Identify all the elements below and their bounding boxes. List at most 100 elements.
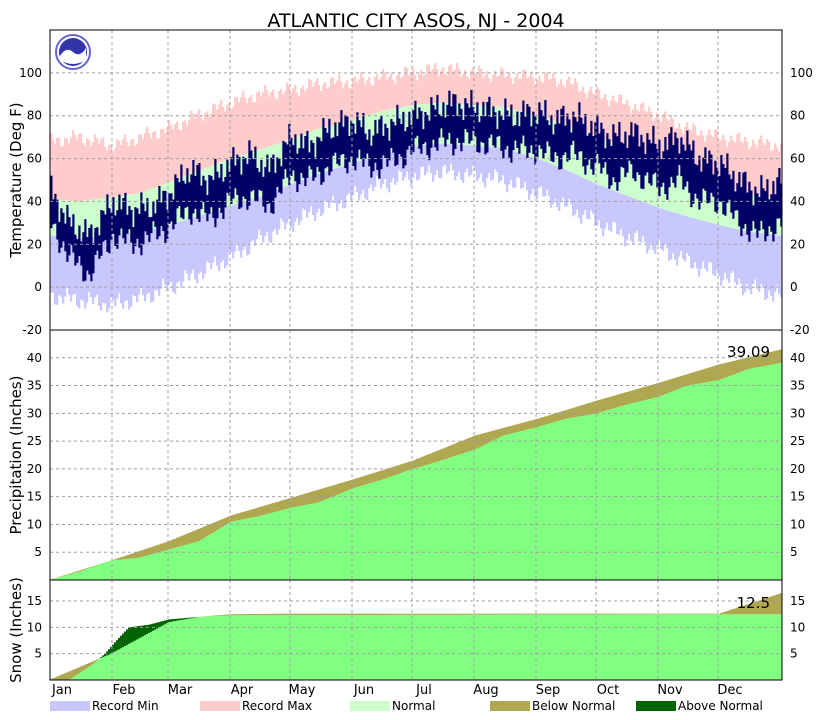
below-normal-bar [440,613,443,615]
record-max-bar [104,146,107,199]
observed-temp-bar [242,156,245,197]
observed-temp-bar [566,113,569,162]
observed-bar [92,566,95,580]
record-min-bar [762,233,765,289]
observed-bar [706,614,709,680]
observed-bar [450,614,453,680]
observed-temp-bar [398,118,401,154]
observed-temp-bar [358,120,361,150]
record-max-bar [770,151,773,198]
record-min-bar [620,193,623,229]
observed-bar [658,396,661,580]
below-normal-bar [460,613,463,615]
normal-bar [578,129,581,176]
observed-bar [710,614,713,680]
below-normal-bar [134,552,137,559]
below-normal-bar [762,599,765,615]
observed-bar [738,614,741,680]
below-normal-bar [336,613,339,616]
above-normal-bar [160,621,163,627]
normal-bar [132,194,135,233]
record-min-bar [226,206,229,266]
below-normal-bar [328,613,331,616]
normal-bar [580,130,583,177]
record-max-bar [84,145,87,201]
below-normal-bar [66,672,69,680]
observed-bar [580,614,583,680]
record-min-bar [690,217,693,269]
record-max-bar [436,69,439,104]
observed-bar [216,615,219,680]
y-tick-label-left: 0 [34,280,42,294]
observed-bar [604,410,607,580]
record-max-bar [156,138,159,187]
record-max-bar [458,68,461,104]
record-max-bar [538,75,541,117]
below-normal-bar [456,442,459,456]
above-normal-bar [154,623,157,630]
record-min-bar [530,156,533,195]
record-min-bar [752,232,755,285]
observed-bar [766,614,769,680]
observed-bar [78,571,81,580]
record-max-bar [114,148,117,197]
observed-bar [628,404,631,580]
record-max-bar [120,145,123,196]
observed-bar [252,517,255,580]
observed-temp-bar [770,194,773,232]
record-max-bar [72,129,75,201]
observed-temp-bar [476,102,479,152]
record-min-bar [264,194,267,237]
record-min-bar [486,146,489,178]
below-normal-bar [580,405,583,417]
observed-bar [88,568,91,580]
below-normal-bar [128,554,131,559]
record-min-bar [662,209,665,251]
observed-bar [662,614,665,680]
observed-bar [82,670,85,680]
below-normal-bar [308,492,311,505]
observed-temp-bar [142,203,145,245]
observed-temp-bar [684,150,687,187]
below-normal-bar [360,476,363,486]
observed-bar [198,541,201,580]
observed-bar [230,615,233,680]
record-max-bar [414,74,417,105]
below-normal-bar [86,568,89,569]
observed-bar [634,614,637,680]
observed-bar [96,565,99,580]
observed-temp-bar [672,145,675,183]
observed-bar [678,614,681,680]
below-normal-bar [676,613,679,615]
record-min-bar [114,235,117,307]
record-max-bar [754,144,757,195]
observed-bar [720,614,723,680]
record-max-bar [372,85,375,114]
record-max-bar [116,139,119,197]
y-tick-label-right: -20 [790,323,810,337]
record-min-bar [132,232,135,296]
below-normal-bar [192,531,195,543]
observed-bar [684,614,687,680]
below-normal-bar [322,488,325,501]
record-max-bar [222,107,225,162]
record-min-bar [348,164,351,194]
below-normal-bar [354,478,357,488]
record-max-bar [112,152,115,198]
normal-bar [422,104,425,145]
record-min-bar [390,151,393,183]
observed-bar [220,527,223,580]
observed-bar [668,614,671,680]
record-min-bar [74,237,77,294]
observed-bar [512,433,515,580]
below-normal-bar [624,613,627,615]
observed-temp-bar [440,115,443,129]
observed-bar [534,427,537,580]
below-normal-bar [630,390,633,404]
below-normal-bar [686,374,689,386]
record-max-bar [774,143,777,199]
observed-bar [572,614,575,680]
observed-bar [392,614,395,680]
observed-temp-bar [676,138,679,176]
below-normal-bar [716,365,719,381]
